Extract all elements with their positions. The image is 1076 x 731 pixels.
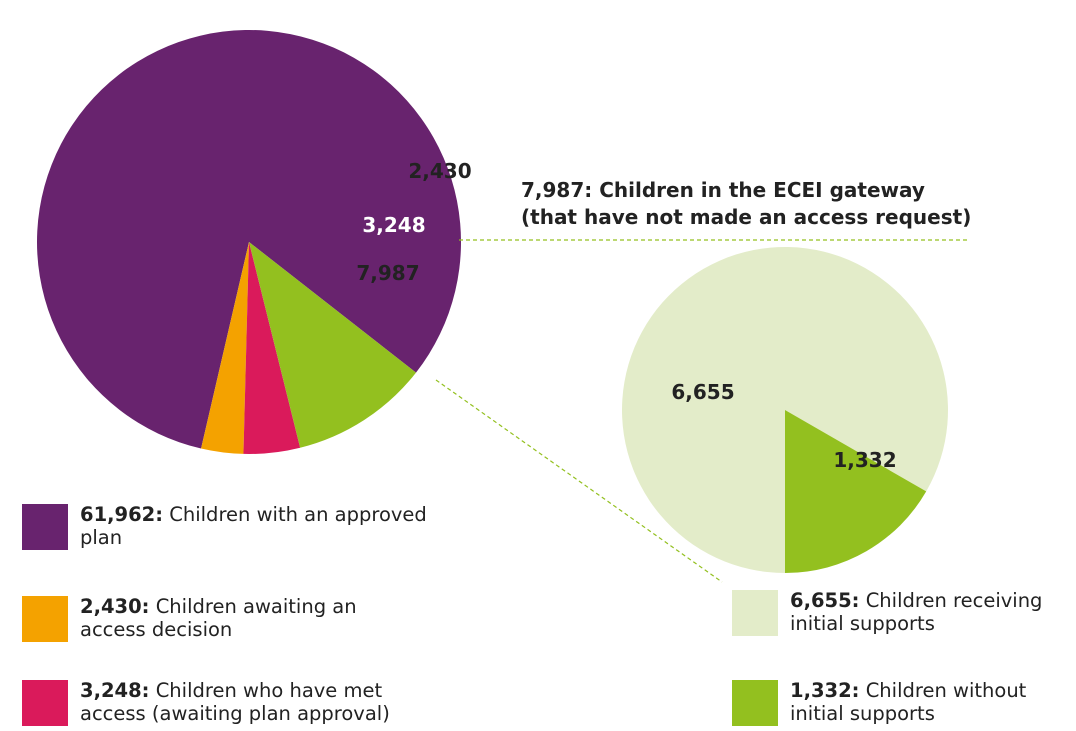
legend-label: Children awaiting an access decision [80, 595, 357, 641]
legend-item-approved-plan: 61,962: Children with an approved plan [22, 503, 442, 550]
legend-swatch-receiving-supports [732, 590, 778, 636]
slice-label-children-receiving-initial-supports: 6,655 [671, 380, 734, 404]
pie-slice-children-with-an-approved-plan [37, 29, 461, 449]
legend-value: 3,248: [80, 679, 150, 702]
legend-item-without-supports: 1,332: Children without initial supports [732, 679, 1072, 726]
pie-slice-children-who-have-met-access-awaiting-plan-approval [243, 242, 301, 454]
legend-item-awaiting-decision: 2,430: Children awaiting an access decis… [22, 595, 402, 642]
legend-item-receiving-supports: 6,655: Children receiving initial suppor… [732, 589, 1072, 636]
legend-text-met-access: 3,248: Children who have met access (awa… [80, 679, 452, 725]
legend-value: 61,962: [80, 503, 164, 526]
legend-swatch-without-supports [732, 680, 778, 726]
slice-label-children-who-have-met-access-awaiting-plan-approval: 3,248 [362, 213, 425, 237]
slice-label-children-without-initial-supports: 1,332 [833, 448, 896, 472]
pie-slice-children-in-the-ecei-gateway [249, 242, 417, 448]
connector-lines [435, 239, 970, 583]
callout-title-line2: (that have not made an access request) [521, 205, 971, 229]
legend-text-receiving-supports: 6,655: Children receiving initial suppor… [790, 589, 1072, 635]
breakdown-pie-chart: 6,655 1,332 [622, 246, 948, 573]
pie-slice-children-without-initial-supports [785, 410, 927, 573]
pie-slice-children-awaiting-an-access-decision [201, 242, 249, 454]
legend-label: Children who have met access (awaiting p… [80, 679, 390, 725]
slice-label-children-awaiting-an-access-decision: 2,430 [408, 159, 471, 183]
slice-label-children-in-the-ecei-gateway: 7,987 [356, 261, 419, 285]
connector-line-bottom [435, 379, 723, 583]
legend-text-without-supports: 1,332: Children without initial supports [790, 679, 1072, 725]
legend-label: Children receiving initial supports [790, 589, 1043, 635]
legend-label: Children with an approved plan [80, 503, 427, 549]
legend-item-met-access: 3,248: Children who have met access (awa… [22, 679, 452, 726]
legend-value: 2,430: [80, 595, 150, 618]
legend-label: Children without initial supports [790, 679, 1027, 725]
legend-swatch-approved-plan [22, 504, 68, 550]
legend-swatch-met-access [22, 680, 68, 726]
pie-slice-children-receiving-initial-supports [622, 246, 948, 573]
legend-text-awaiting-decision: 2,430: Children awaiting an access decis… [80, 595, 402, 641]
legend-value: 1,332: [790, 679, 860, 702]
main-pie-chart: 2,430 3,248 7,987 [37, 29, 472, 454]
callout-title-line1: 7,987: Children in the ECEI gateway [521, 178, 925, 202]
legend-value: 6,655: [790, 589, 860, 612]
legend-swatch-awaiting-decision [22, 596, 68, 642]
legend-text-approved-plan: 61,962: Children with an approved plan [80, 503, 442, 549]
